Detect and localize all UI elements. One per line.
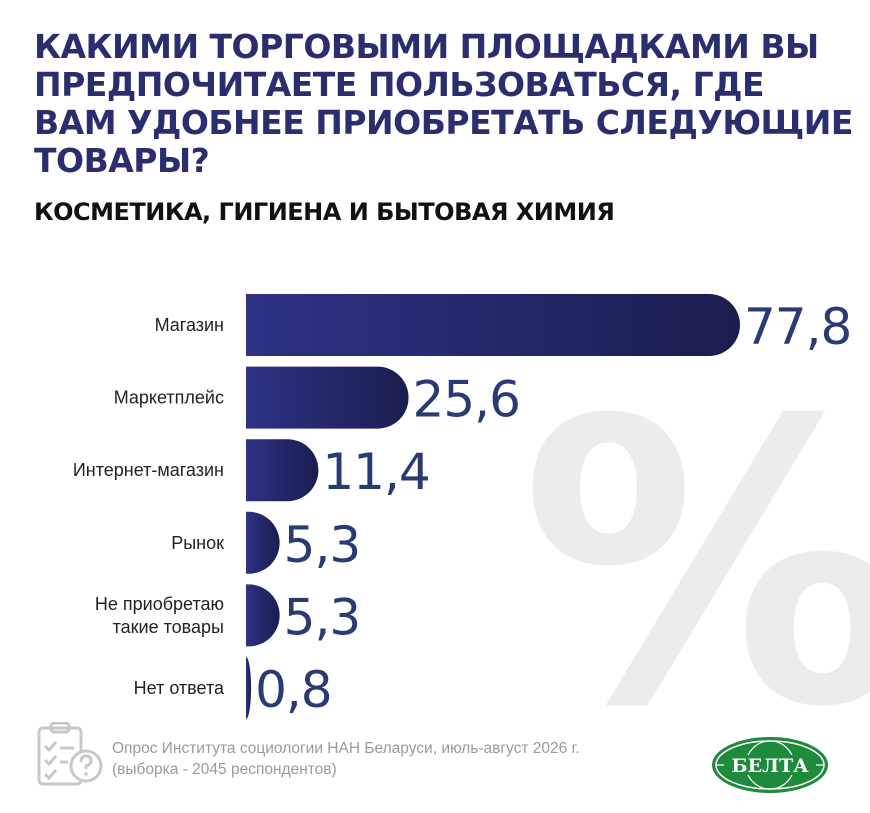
svg-text:БЕЛТА: БЕЛТА: [731, 755, 809, 777]
survey-sample-line2: (выборка - 2045 респондентов): [112, 761, 337, 778]
bar-2: [246, 439, 319, 502]
chart-title: Какими торговыми площадками вы предпочит…: [34, 27, 853, 180]
bar-5: [246, 657, 252, 719]
clipboard-question-icon: [36, 721, 104, 793]
bar-0: [246, 294, 740, 356]
chart-subtitle: КОСМЕТИКА, ГИГИЕНА И БЫТОВАЯ ХИМИЯ: [34, 198, 615, 226]
percent-background-symbol: %: [520, 370, 870, 760]
bar-3: [246, 511, 280, 574]
bar-chart: 77,8 Магазин 25,6 Маркетплейс 11,4 Интернет-м…: [73, 294, 852, 719]
survey-source-note: Опрос Института социологии НАН Беларуси,…: [112, 738, 702, 780]
category-label-4: Не приобретаю такие товары: [95, 594, 224, 637]
value-label-2: 11,4: [322, 443, 429, 501]
category-label-3: Рынок: [171, 533, 224, 553]
category-label-5: Нет ответа: [134, 678, 225, 698]
belta-logo: БЕЛТА: [710, 735, 830, 800]
bar-1: [246, 366, 409, 429]
value-label-0: 77,8: [744, 298, 851, 356]
category-label-1: Маркетплейс: [114, 388, 224, 408]
value-label-3: 5,3: [284, 516, 361, 574]
survey-source-line1: Опрос Института социологии НАН Беларуси,…: [112, 740, 580, 757]
bar-4: [246, 584, 280, 647]
value-label-5: 0,8: [255, 661, 332, 719]
category-label-0: Магазин: [155, 315, 224, 335]
value-label-1: 25,6: [413, 371, 520, 429]
value-label-4: 5,3: [284, 588, 361, 646]
category-label-2: Интернет-магазин: [73, 460, 224, 480]
